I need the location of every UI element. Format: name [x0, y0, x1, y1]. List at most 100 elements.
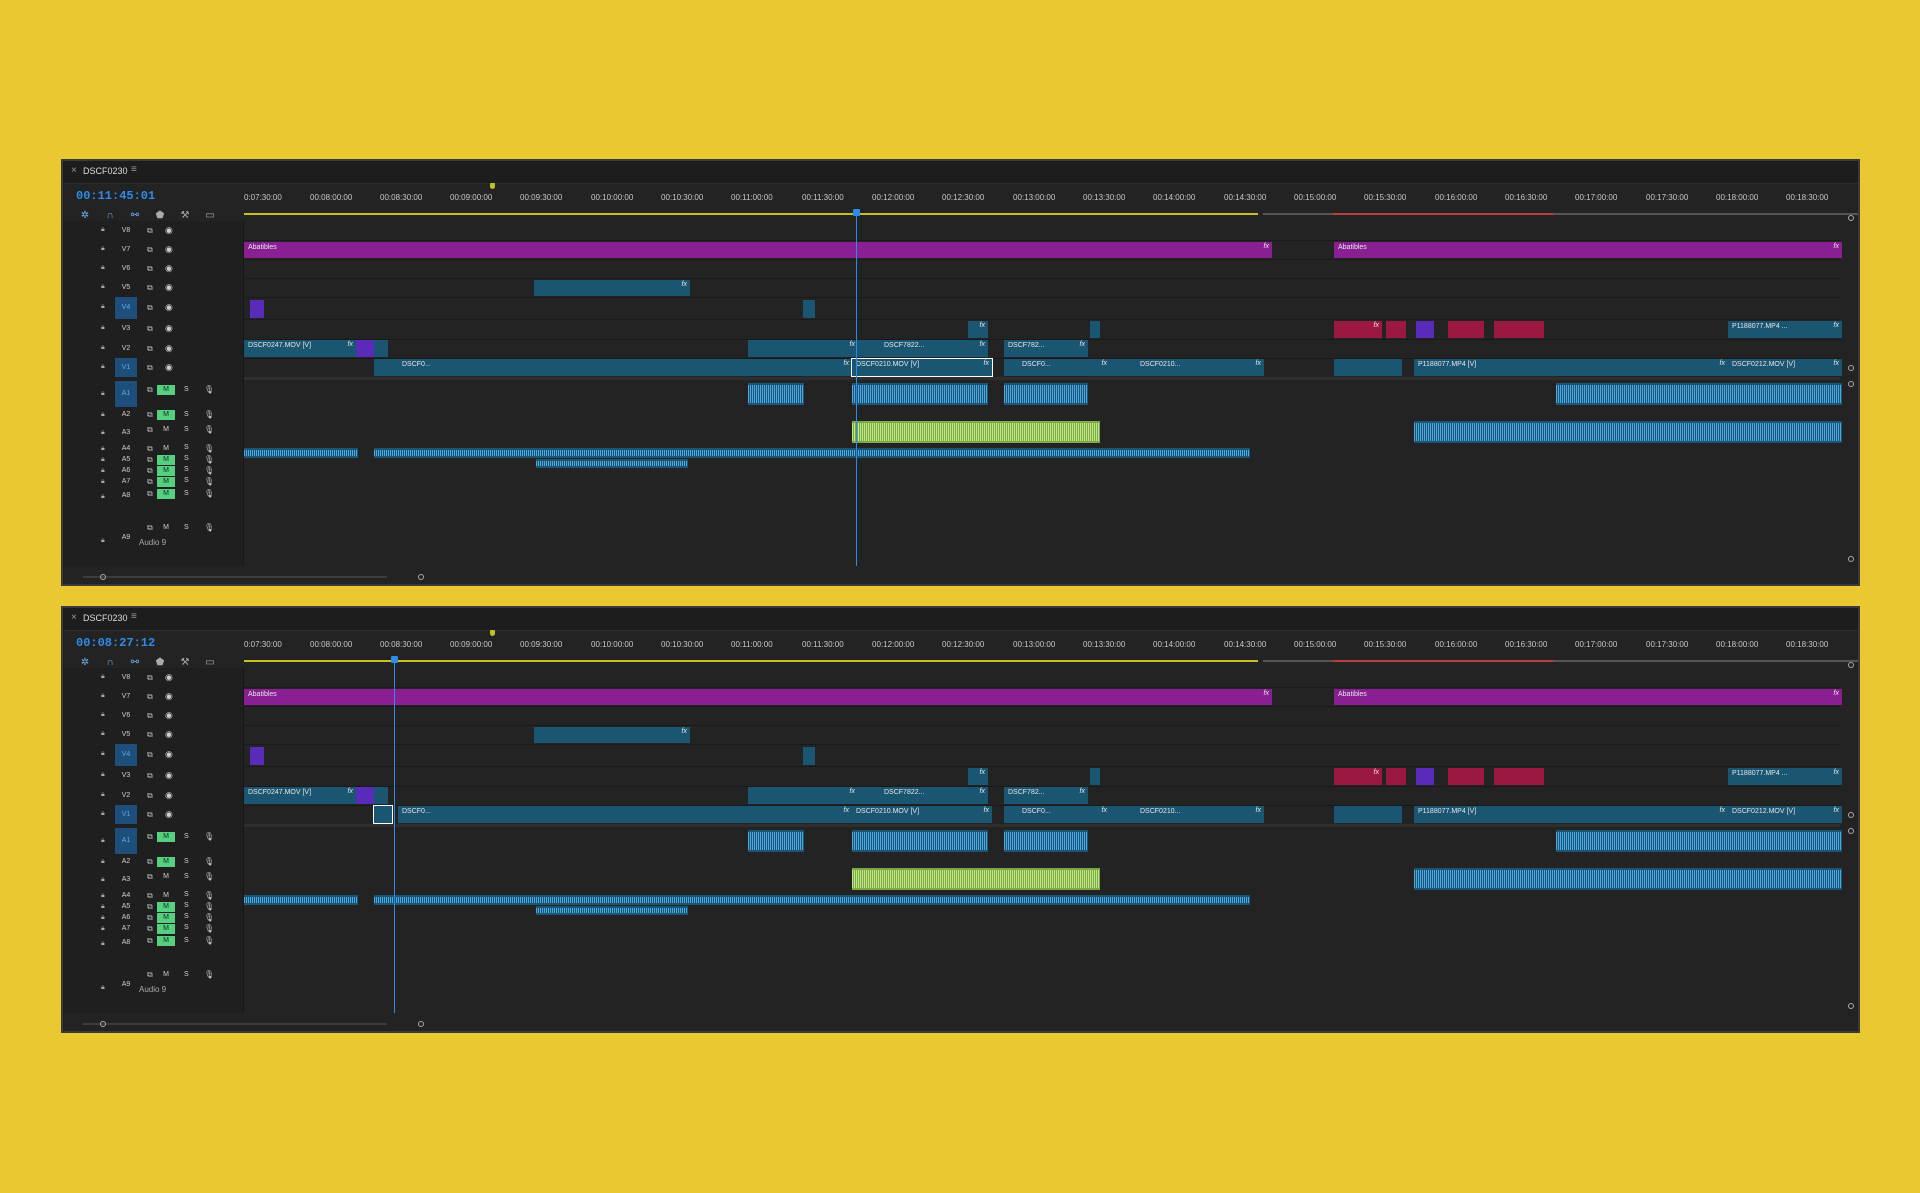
time-ruler[interactable]: 0:07:30:00 00:08:00:00 00:08:30:00 00:09…	[244, 183, 1840, 215]
audio-clip-a1[interactable]	[748, 830, 804, 852]
mic-icon[interactable]: 🎙︎	[204, 936, 215, 945]
eye-icon[interactable]: ◉	[165, 770, 173, 780]
sync-icon[interactable]: ⧉	[147, 363, 153, 372]
mic-icon[interactable]: 🎙︎	[204, 410, 215, 419]
audio-clip-a1-2[interactable]	[852, 830, 988, 852]
sync-icon[interactable]: ⧉	[147, 902, 153, 911]
solo-button[interactable]: S	[184, 477, 189, 484]
lock-icon[interactable]: 🔒︎	[101, 283, 105, 290]
solo-button[interactable]: S	[184, 411, 189, 418]
mute-button[interactable]: M	[163, 445, 169, 452]
lock-icon[interactable]: 🔒︎	[101, 493, 105, 500]
mic-icon[interactable]: 🎙︎	[204, 444, 215, 453]
clip-v2-3[interactable]: fx	[748, 340, 858, 357]
clip-v3-crimson-3[interactable]	[1448, 768, 1484, 785]
lock-icon[interactable]: 🔒︎	[101, 445, 105, 452]
lock-icon[interactable]: 🔒︎	[101, 750, 105, 757]
mute-button[interactable]: M	[163, 426, 169, 433]
track-name[interactable]: V1	[115, 358, 137, 377]
mute-button[interactable]: M	[157, 924, 175, 934]
track-name[interactable]: A3	[121, 876, 131, 883]
video-audio-divider[interactable]	[244, 824, 1840, 827]
track-name[interactable]: V1	[115, 805, 137, 824]
sync-icon[interactable]: ⧉	[147, 303, 153, 312]
sync-icon[interactable]: ⧉	[147, 283, 153, 292]
tracks-area[interactable]: Abatibles fx Abatibles fx fx fx fx P118807…	[244, 215, 1854, 566]
sequence-marker[interactable]	[490, 630, 495, 636]
eye-icon[interactable]: ◉	[165, 302, 173, 312]
audio-clip-a3[interactable]	[1414, 868, 1842, 890]
clip-v4-2[interactable]	[803, 747, 815, 765]
audio-clip-a5[interactable]	[536, 459, 688, 468]
lock-icon[interactable]: 🔒︎	[101, 411, 105, 418]
clip-dscf0210-short[interactable]: DSCF0210... fx	[1110, 359, 1264, 376]
clip-v1-mid[interactable]	[1334, 806, 1402, 823]
lock-icon[interactable]: 🔒︎	[101, 467, 105, 474]
sync-icon[interactable]: ⧉	[147, 711, 153, 720]
time-ruler[interactable]: 0:07:30:00 00:08:00:00 00:08:30:00 00:09…	[244, 630, 1840, 662]
clip-v2-2[interactable]	[374, 787, 388, 804]
scroll-right-knob[interactable]	[418, 574, 424, 580]
lock-icon[interactable]: 🔒︎	[101, 692, 105, 699]
lock-icon[interactable]: 🔒︎	[101, 858, 105, 865]
lock-icon[interactable]: 🔒︎	[101, 984, 105, 991]
clip-v3[interactable]: fx	[968, 321, 988, 338]
vertical-scroll-knob[interactable]	[1848, 812, 1854, 818]
lock-icon[interactable]: 🔒︎	[101, 324, 105, 331]
sync-icon[interactable]: ⧉	[147, 771, 153, 780]
sync-icon[interactable]: ⧉	[147, 936, 153, 945]
sync-icon[interactable]: ⧉	[147, 970, 153, 979]
clip-abatibles[interactable]: Abatibles fx	[244, 689, 1272, 705]
sync-icon[interactable]: ⧉	[147, 730, 153, 739]
horizontal-scrollbar[interactable]	[75, 574, 424, 580]
eye-icon[interactable]: ◉	[165, 672, 173, 682]
clip-dscf0210-selected[interactable]: DSCF0210.MOV [V] fx	[851, 358, 993, 377]
eye-icon[interactable]: ◉	[165, 282, 173, 292]
add-marker-icon[interactable]: ⬟	[155, 210, 165, 221]
track-name[interactable]: A6	[121, 467, 131, 474]
lock-icon[interactable]: 🔒︎	[101, 903, 105, 910]
solo-button[interactable]: S	[184, 466, 189, 473]
sync-icon[interactable]: ⧉	[147, 385, 153, 394]
playhead-line[interactable]	[394, 662, 395, 1013]
clip-v3-2[interactable]	[1090, 321, 1100, 338]
vertical-scroll-knob[interactable]	[1848, 662, 1854, 668]
lock-icon[interactable]: 🔒︎	[101, 303, 105, 310]
clip-dscf0-a[interactable]: DSCF0... fx	[398, 806, 852, 823]
clip-v5[interactable]: fx	[534, 727, 690, 743]
sync-icon[interactable]: ⧉	[147, 692, 153, 701]
clip-v4[interactable]	[250, 300, 264, 318]
playhead-handle[interactable]	[391, 656, 398, 663]
clip-v3-crimson-2[interactable]	[1386, 768, 1406, 785]
lock-icon[interactable]: 🔒︎	[101, 730, 105, 737]
track-name[interactable]: A4	[121, 445, 131, 452]
lock-icon[interactable]: 🔒︎	[101, 791, 105, 798]
mic-icon[interactable]: 🎙︎	[204, 455, 215, 464]
sync-icon[interactable]: ⧉	[147, 810, 153, 819]
clip-p1188077-v3[interactable]: P1188077.MP4 ... fx	[1728, 321, 1842, 338]
horizontal-scrollbar[interactable]	[75, 1021, 424, 1027]
sync-icon[interactable]: ⧉	[147, 455, 153, 464]
nest-sequence-icon[interactable]: ✲	[80, 210, 90, 221]
track-name[interactable]: A1	[115, 828, 137, 854]
sync-icon[interactable]: ⧉	[147, 673, 153, 682]
mute-button[interactable]: M	[157, 466, 175, 476]
linked-selection-icon[interactable]: ⚯	[130, 210, 140, 221]
captions-icon[interactable]: ▭	[205, 657, 215, 668]
audio-clip-a1-3[interactable]	[1004, 830, 1088, 852]
sync-icon[interactable]: ⧉	[147, 410, 153, 419]
lock-icon[interactable]: 🔒︎	[101, 771, 105, 778]
close-icon[interactable]: ×	[71, 165, 77, 176]
snap-magnet-icon[interactable]: ∩	[106, 210, 114, 221]
mute-button[interactable]: M	[163, 971, 169, 978]
sync-icon[interactable]: ⧉	[147, 477, 153, 486]
mute-button[interactable]: M	[157, 410, 175, 420]
lock-icon[interactable]: 🔒︎	[101, 429, 105, 436]
solo-button[interactable]: S	[184, 902, 189, 909]
sync-icon[interactable]: ⧉	[147, 913, 153, 922]
audio-clip-a5[interactable]	[536, 906, 688, 915]
track-name[interactable]: V2	[121, 345, 131, 352]
wrench-icon[interactable]: ⚒	[180, 210, 190, 221]
lock-icon[interactable]: 🔒︎	[101, 837, 105, 844]
clip-v2-violet[interactable]	[356, 340, 374, 357]
